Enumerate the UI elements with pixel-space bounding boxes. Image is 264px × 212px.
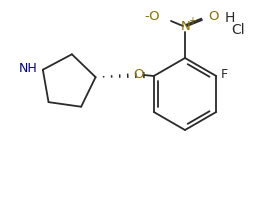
Text: Cl: Cl: [231, 23, 245, 37]
Text: -O: -O: [144, 10, 160, 22]
Text: N: N: [181, 21, 191, 33]
Text: NH: NH: [19, 62, 38, 75]
Text: H: H: [225, 11, 235, 25]
Text: F: F: [221, 67, 228, 81]
Text: O: O: [208, 10, 219, 22]
Text: +: +: [188, 16, 196, 26]
Text: O: O: [134, 67, 144, 81]
